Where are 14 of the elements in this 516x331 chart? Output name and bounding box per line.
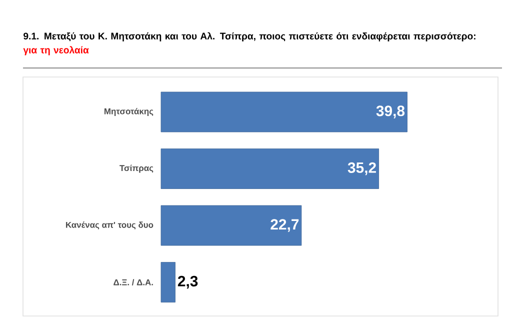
y-tick-label: Δ.Ξ. / Δ.Α. xyxy=(114,279,153,286)
data-label: 35,2 xyxy=(348,162,376,176)
data-label: 22,7 xyxy=(270,219,299,232)
data-label: 2,3 xyxy=(178,276,198,289)
chart-title: 9.1. Μεταξύ του Κ. Μητσοτάκη και του Αλ. Τσίπρα, ποιος πιστεύετε ότι ενδιαφέρεται περισσότερο: xyxy=(24,32,476,42)
data-label: 39,8 xyxy=(376,106,405,118)
text: για τη νεολαία xyxy=(23,46,89,56)
bar xyxy=(160,262,176,302)
bar xyxy=(160,205,302,246)
bar xyxy=(160,148,379,189)
y-tick-label: Τσίπρας xyxy=(120,164,154,173)
y-tick-label: Μητσοτάκης xyxy=(104,108,154,116)
y-tick-label: Κανένας απ' τους δυο xyxy=(66,222,154,230)
bar xyxy=(160,92,408,132)
